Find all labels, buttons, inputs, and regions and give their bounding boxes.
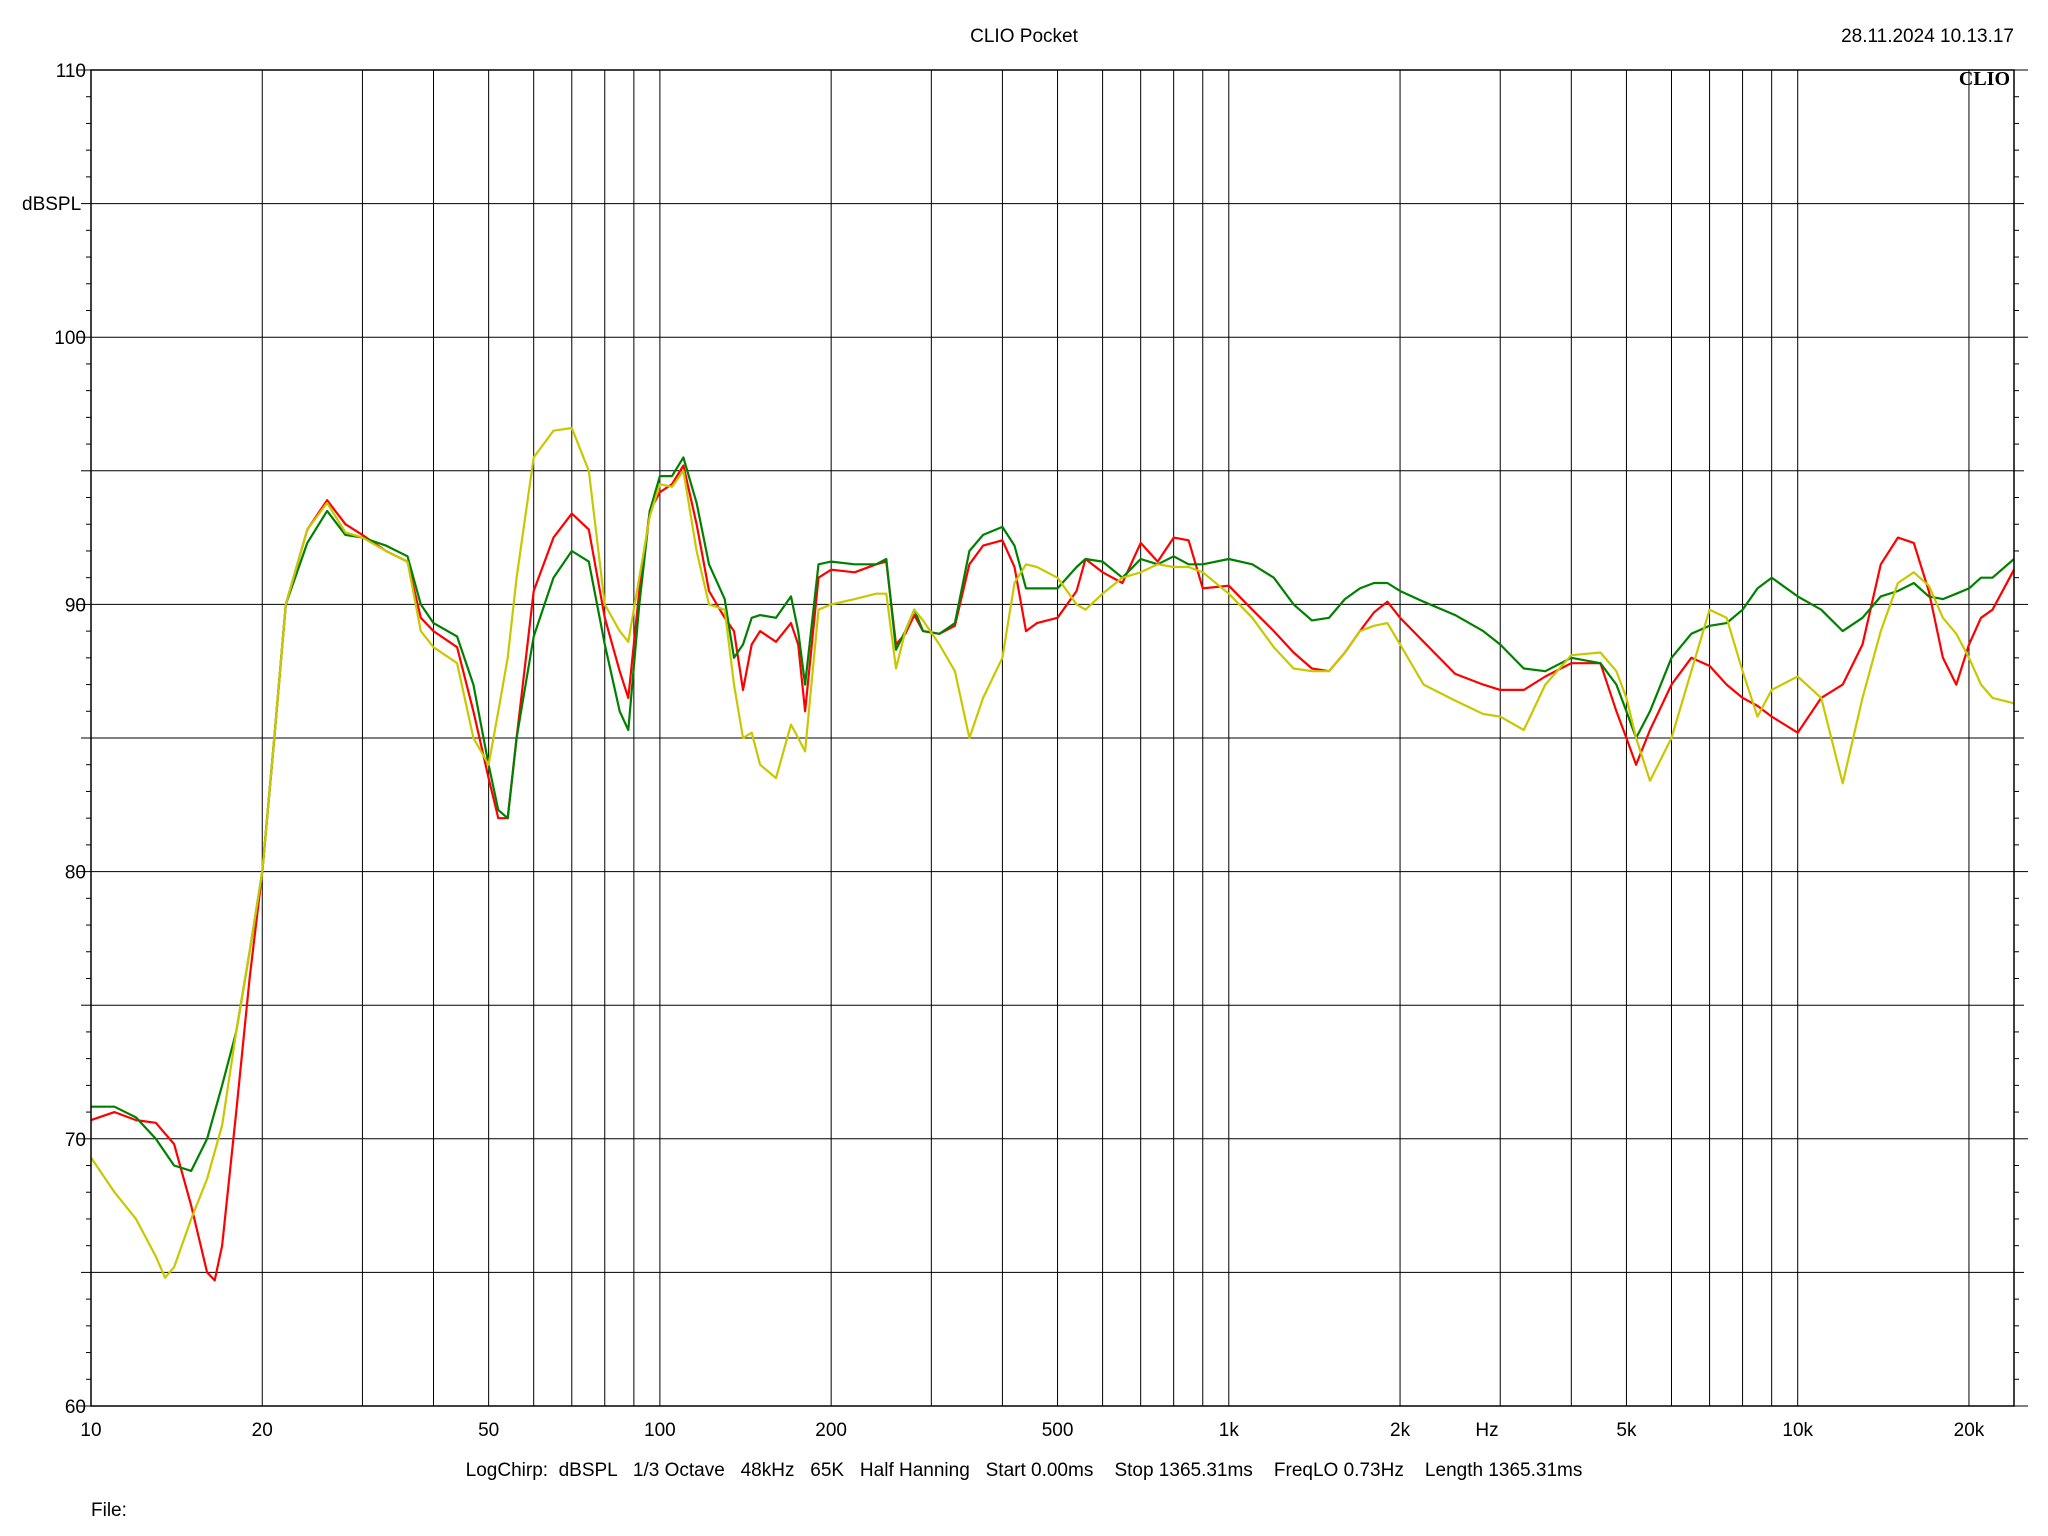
y-tick-label: 70 [65,1130,86,1151]
plot-frame [90,69,2015,1407]
series-layer [90,426,2015,1282]
file-label: File: [91,1500,127,1521]
x-tick-label: 5k [1616,1420,1637,1441]
x-tick-label: 10 [80,1420,101,1441]
y-tick-label: 80 [65,863,86,884]
clio-logo: CLIO [1959,68,2010,90]
y-axis-label: dBSPL [22,194,81,215]
x-tick-label: 50 [478,1420,499,1441]
timestamp: 28.11.2024 10.13.17 [1841,26,2014,47]
x-tick-label: 500 [1042,1420,1074,1441]
x-tick-label: 100 [644,1420,676,1441]
series-line-1 [90,464,2015,1282]
y-tick-label: 90 [65,595,86,616]
series-line-2 [91,456,2015,1172]
x-tick-label: 20k [1954,1420,1985,1441]
y-tick-label: 100 [54,328,86,349]
x-tick-label: 20 [252,1420,273,1441]
grid [77,69,2028,1407]
x-tick-label: 2k [1390,1420,1411,1441]
x-tick-label: 200 [815,1420,847,1441]
tick-labels: 10 20 50 100 200 500 1k 2k 5k 10k 20k 60 70 80 90 100 11… [54,61,1984,1441]
chart-title: CLIO Pocket [970,26,1078,47]
x-tick-label: 10k [1782,1420,1813,1441]
y-tick-label: 110 [56,61,86,82]
measurement-settings: LogChirp: dBSPL 1/3 Octave 48kHz 65K Hal… [465,1460,1583,1481]
series-line-3 [90,426,2015,1279]
y-tick-label: 60 [65,1397,86,1418]
x-axis-label: Hz [1475,1420,1498,1441]
x-tick-label: 1k [1219,1420,1240,1441]
